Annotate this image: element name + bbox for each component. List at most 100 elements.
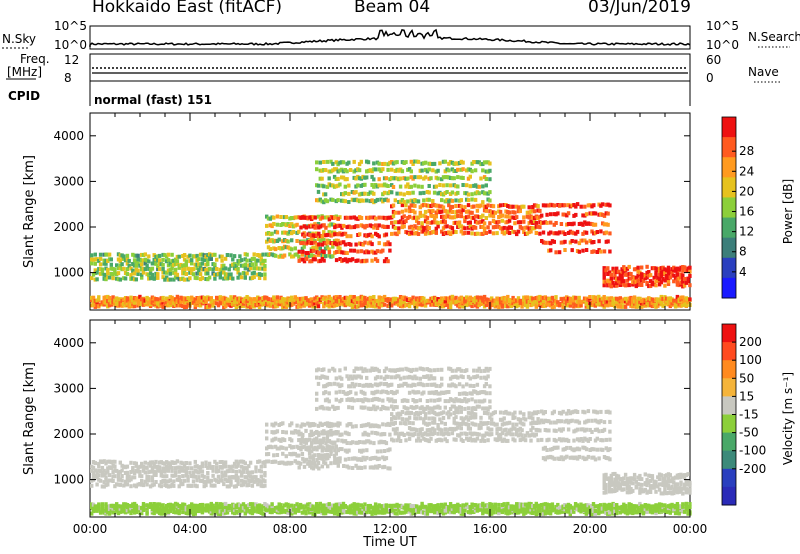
data-cell	[608, 437, 612, 442]
data-cell	[511, 301, 515, 305]
data-cell	[358, 448, 362, 453]
data-cell	[272, 304, 276, 309]
data-cell	[306, 461, 310, 466]
data-cell	[313, 234, 317, 238]
data-cell	[134, 267, 138, 272]
data-cell	[143, 479, 147, 484]
data-cell	[300, 445, 305, 450]
data-cell	[431, 432, 435, 437]
data-cell	[506, 219, 510, 224]
data-cell	[583, 238, 587, 243]
data-cell	[132, 271, 137, 276]
data-cell	[625, 490, 630, 495]
data-cell	[509, 299, 513, 304]
data-cell	[482, 438, 487, 443]
data-cell	[672, 480, 676, 485]
data-cell	[475, 304, 480, 309]
data-cell	[413, 399, 417, 404]
data-cell	[240, 483, 244, 488]
data-cell	[393, 296, 397, 301]
data-cell	[493, 299, 497, 304]
data-cell	[550, 305, 555, 310]
data-cell	[93, 277, 97, 282]
data-cell	[302, 439, 307, 444]
data-cell	[516, 296, 521, 301]
data-cell	[445, 439, 449, 444]
data-cell	[629, 476, 633, 481]
data-cell	[570, 410, 574, 415]
data-cell	[511, 295, 515, 300]
data-cell	[375, 397, 380, 402]
data-cell	[606, 477, 610, 481]
data-cell	[336, 249, 340, 254]
data-cell	[125, 267, 130, 272]
data-cell	[427, 376, 431, 381]
data-cell	[313, 225, 317, 230]
data-cell	[204, 305, 208, 310]
data-cell	[486, 411, 490, 416]
nsearch-tick-high: 10^5	[706, 19, 739, 33]
data-cell	[677, 489, 681, 494]
data-cell	[604, 490, 608, 495]
data-cell	[227, 272, 231, 277]
data-cell	[470, 432, 474, 437]
data-cell	[377, 161, 381, 166]
data-cell	[381, 162, 385, 166]
data-cell	[254, 258, 258, 263]
data-cell	[366, 241, 371, 246]
data-cell	[316, 214, 321, 219]
data-cell	[363, 191, 367, 196]
data-cell	[491, 214, 496, 219]
data-cell	[420, 391, 424, 396]
data-cell	[381, 183, 385, 188]
data-cell	[431, 296, 435, 301]
data-cell	[386, 198, 390, 203]
data-cell	[240, 258, 244, 263]
data-cell	[125, 261, 130, 266]
data-cell	[284, 304, 288, 309]
data-cell	[486, 191, 490, 196]
data-cell	[597, 202, 601, 207]
data-cell	[404, 366, 408, 371]
data-cell	[422, 383, 426, 388]
data-cell	[390, 215, 394, 220]
data-cell	[329, 382, 333, 387]
data-cell	[502, 421, 506, 426]
data-cell	[352, 248, 356, 253]
data-cell	[177, 478, 181, 482]
data-cell	[327, 176, 331, 181]
data-cell	[620, 273, 624, 278]
data-cell	[320, 168, 324, 173]
data-cell	[402, 199, 406, 204]
data-cell	[488, 432, 492, 437]
data-cell	[606, 202, 610, 207]
data-cell	[495, 438, 499, 443]
data-cell	[500, 431, 505, 436]
data-cell	[218, 478, 222, 483]
data-cell	[265, 214, 269, 219]
data-cell	[400, 383, 405, 388]
data-cell	[502, 416, 506, 421]
data-cell	[554, 438, 558, 443]
data-cell	[447, 432, 451, 437]
data-cell	[125, 464, 130, 469]
data-cell	[404, 176, 408, 181]
data-cell	[204, 271, 208, 276]
data-cell	[223, 477, 228, 482]
data-cell	[148, 276, 153, 281]
data-cell	[140, 461, 144, 466]
data-cell	[327, 240, 332, 245]
data-cell	[311, 248, 316, 253]
data-cell	[506, 230, 510, 235]
data-cell	[313, 437, 317, 442]
data-cell	[263, 300, 267, 305]
data-cell	[440, 376, 444, 381]
data-cell	[686, 482, 690, 487]
data-cell	[120, 478, 124, 483]
data-cell	[172, 262, 176, 267]
data-cell	[197, 303, 201, 308]
data-cell	[125, 300, 130, 305]
data-cell	[407, 304, 412, 309]
data-cell	[601, 438, 605, 443]
data-cell	[240, 263, 244, 268]
